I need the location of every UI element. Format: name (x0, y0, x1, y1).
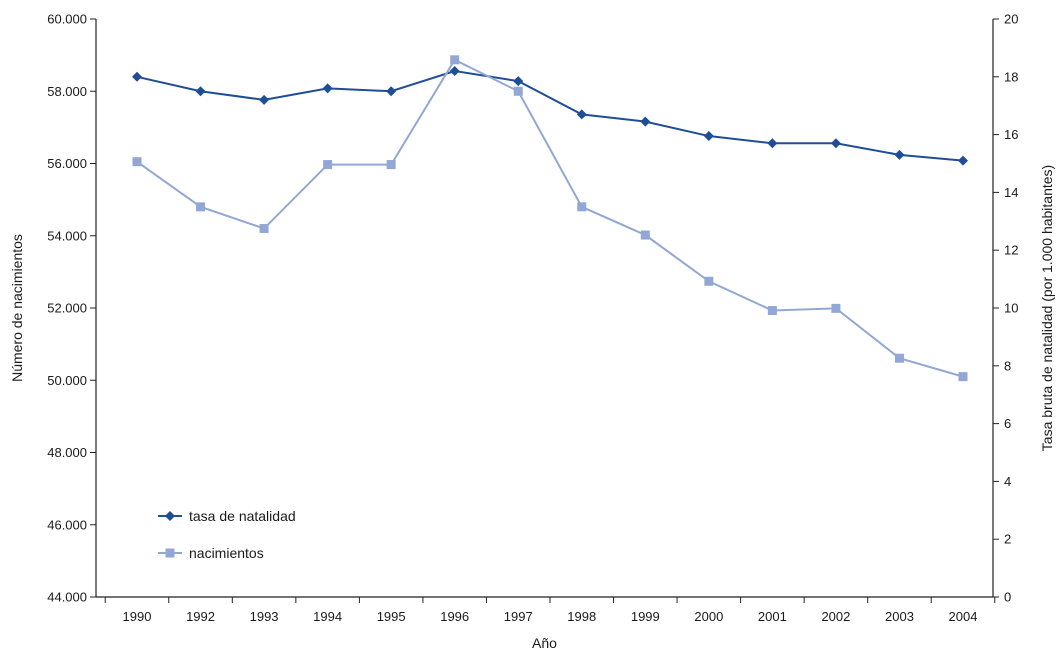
x-tick-label: 2002 (821, 609, 850, 624)
data-point (958, 372, 968, 382)
data-point (640, 116, 651, 127)
data-point (450, 55, 460, 65)
data-point (894, 353, 904, 363)
y-left-tick-label: 56.000 (47, 156, 87, 171)
data-point (449, 66, 460, 77)
legend-label: tasa de natalidad (189, 508, 296, 524)
axes: 44.000 46.000 48.000 50.000 52.000 54.000 56.0… (47, 12, 1018, 625)
y-right-tick-label: 12 (1004, 243, 1018, 258)
legend-item: nacimientos (158, 545, 264, 561)
y-left-tick-label: 54.000 (47, 228, 87, 243)
x-tick-label: 1997 (504, 609, 533, 624)
data-point (577, 202, 587, 212)
y-right-tick-label: 18 (1004, 69, 1018, 84)
x-tick-label: 2001 (758, 609, 787, 624)
x-tick-label: 1996 (440, 609, 469, 624)
y-right-tick-label: 2 (1004, 532, 1011, 547)
x-tick-label: 1992 (186, 609, 215, 624)
data-point (132, 71, 142, 82)
x-tick-label: 1999 (631, 609, 660, 624)
data-point (767, 306, 777, 316)
data-point (323, 160, 333, 170)
y-left-tick-label: 50.000 (47, 373, 87, 388)
y-right-tick-label: 4 (1004, 474, 1011, 489)
series-layer (132, 55, 968, 382)
data-point (132, 157, 142, 167)
x-tick-label: 2004 (949, 609, 978, 624)
x-tick-label: 2003 (885, 609, 914, 624)
series-1 (132, 55, 968, 382)
y-right-tick-label: 6 (1004, 416, 1011, 431)
data-point (386, 86, 397, 97)
x-tick-label: 1998 (567, 609, 596, 624)
y-left-tick-label: 60.000 (47, 12, 87, 27)
data-point (704, 276, 714, 286)
y-right-tick-label: 16 (1004, 127, 1018, 142)
data-point (767, 138, 778, 149)
x-tick-label: 1994 (313, 609, 342, 624)
series-line (136, 58, 964, 378)
data-point (386, 160, 396, 170)
data-point (195, 86, 206, 97)
data-point (894, 149, 905, 160)
data-point (513, 86, 523, 96)
data-point (830, 138, 841, 149)
x-axis-title: Año (532, 635, 557, 651)
data-point (259, 94, 270, 105)
data-point (831, 303, 841, 313)
legend-label: nacimientos (189, 545, 264, 561)
data-point (576, 109, 587, 120)
legend-item: tasa de natalidad (158, 508, 296, 524)
y-right-tick-label: 20 (1004, 12, 1018, 27)
series-0 (132, 66, 968, 166)
y-axis-right-title: Tasa bruta de natalidad (por 1.000 habit… (1039, 165, 1055, 451)
x-tick-label: 1990 (123, 609, 152, 624)
y-left-tick-label: 44.000 (47, 590, 87, 605)
y-right-tick-label: 0 (1004, 590, 1011, 605)
x-tick-label: 1993 (250, 609, 279, 624)
series-line (136, 69, 964, 162)
legend: tasa de natalidad nacimientos (158, 508, 296, 561)
legend-marker (165, 511, 175, 521)
y-left-tick-label: 58.000 (47, 84, 87, 99)
data-point (513, 76, 524, 87)
y-left-tick-label: 52.000 (47, 301, 87, 316)
x-tick-label: 1995 (377, 609, 406, 624)
data-point (958, 155, 968, 166)
data-point (259, 224, 269, 234)
y-right-tick-label: 10 (1004, 301, 1018, 316)
legend-marker (165, 548, 175, 558)
y-right-tick-label: 14 (1004, 185, 1018, 200)
data-point (322, 83, 333, 94)
data-point (703, 131, 714, 142)
y-left-tick-label: 48.000 (47, 445, 87, 460)
y-axis-left-title: Número de nacimientos (9, 234, 25, 382)
y-left-tick-label: 46.000 (47, 517, 87, 532)
x-tick-label: 2000 (694, 609, 723, 624)
data-point (640, 230, 650, 240)
y-right-tick-label: 8 (1004, 358, 1011, 373)
data-point (196, 202, 206, 212)
